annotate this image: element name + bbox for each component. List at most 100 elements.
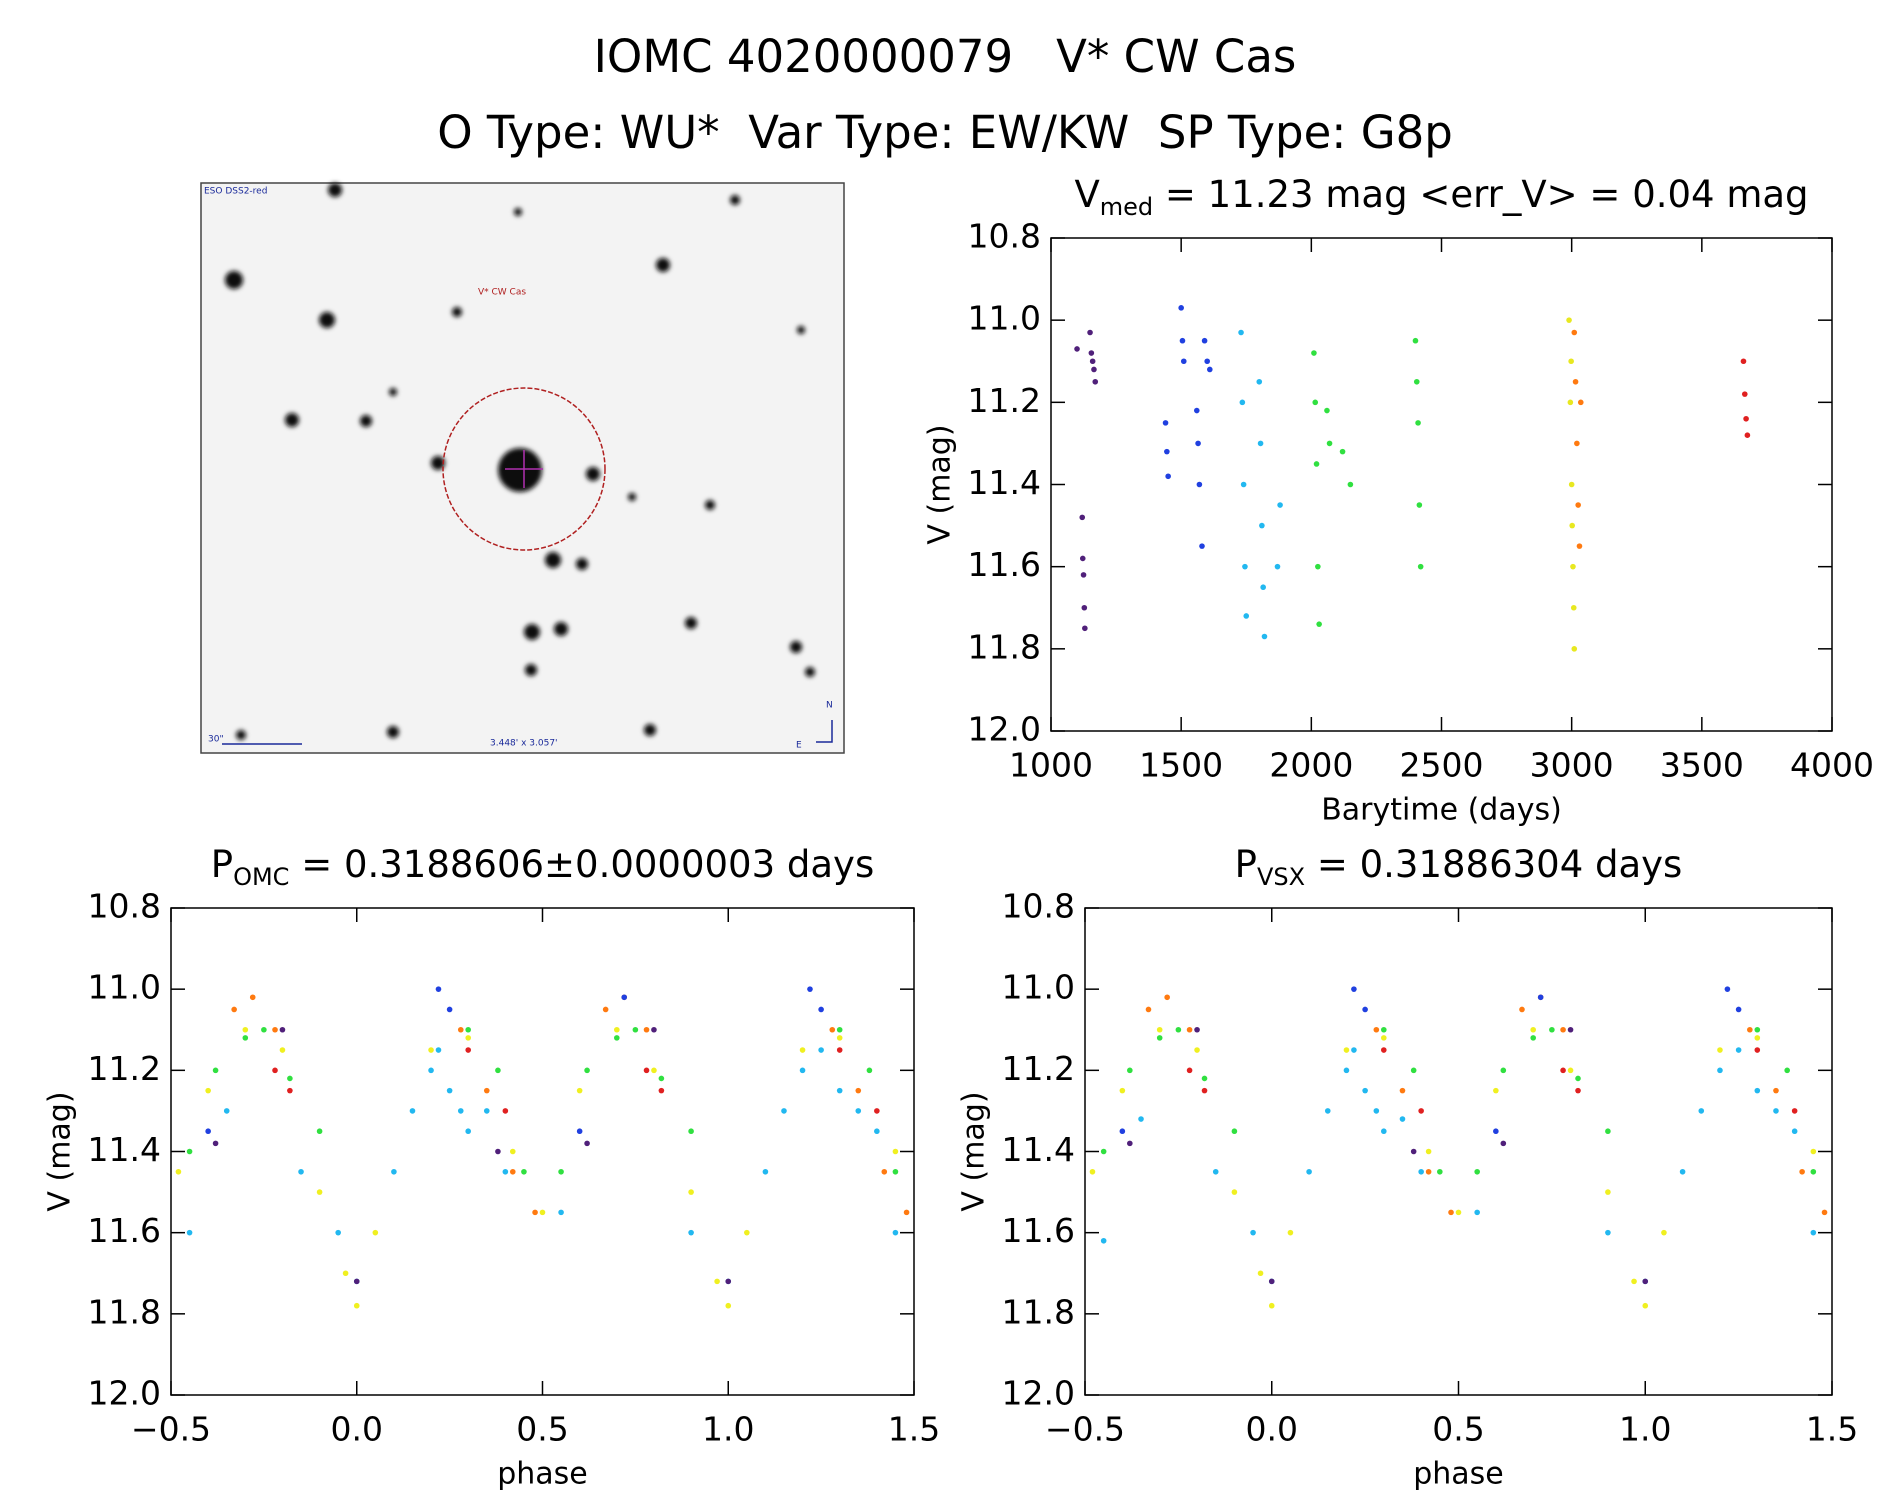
data-point [903, 1209, 910, 1216]
y-tick-label: 11.8 [88, 1292, 161, 1331]
x-axis-label: Barytime (days) [1321, 793, 1562, 828]
data-point [1417, 563, 1424, 570]
data-point [1791, 1128, 1798, 1135]
data-point [428, 1047, 434, 1053]
data-point [1315, 563, 1321, 570]
data-point [1399, 1116, 1406, 1122]
data-point [1156, 1026, 1163, 1033]
data-point [1717, 1047, 1723, 1053]
x-axis-label: phase [497, 1457, 588, 1492]
data-point [446, 1087, 453, 1094]
data-point [483, 1108, 490, 1114]
data-point [836, 1035, 843, 1041]
data-point [602, 1006, 609, 1013]
data-point [1180, 358, 1187, 365]
data-point [1399, 1087, 1406, 1094]
data-point [892, 1168, 899, 1175]
data-point [651, 1067, 657, 1074]
data-point [1079, 514, 1086, 521]
data-point [1074, 346, 1080, 352]
data-point [457, 1108, 464, 1114]
title-subscript: med [1100, 193, 1153, 221]
y-tick-label: 10.8 [88, 887, 161, 926]
y-tick-label: 11.8 [1002, 1292, 1075, 1331]
data-point [1418, 1168, 1424, 1175]
data-point [1381, 1047, 1387, 1053]
title-subscript: OMC [233, 863, 289, 891]
stars [225, 183, 815, 740]
data-point [558, 1209, 564, 1216]
data-point [1287, 1229, 1294, 1236]
data-point [1570, 563, 1576, 570]
data-point [1448, 1209, 1454, 1216]
x-tick-label: 2000 [1269, 746, 1353, 785]
east-label: E [796, 741, 802, 751]
data-point [502, 1108, 509, 1114]
data-point [1373, 1108, 1380, 1114]
data-point [1145, 1006, 1152, 1013]
data-point [1156, 1035, 1163, 1041]
data-point [576, 1128, 583, 1135]
data-point [1268, 1302, 1275, 1309]
data-point [1560, 1026, 1566, 1033]
data-point [1260, 584, 1266, 591]
data-point [242, 1035, 249, 1041]
data-point [807, 986, 813, 992]
data-point [1661, 1229, 1667, 1236]
data-point [762, 1168, 769, 1175]
data-point [1570, 604, 1577, 611]
y-tick-label: 11.6 [88, 1211, 161, 1250]
data-point [465, 1047, 472, 1053]
data-point [1080, 572, 1087, 578]
data-point [1089, 358, 1096, 365]
data-point [643, 1067, 650, 1074]
data-point [1259, 522, 1265, 529]
data-point [1127, 1067, 1133, 1074]
data-point [1362, 1087, 1368, 1094]
data-point [688, 1128, 694, 1135]
y-tick-label: 10.8 [968, 217, 1041, 256]
data-point [212, 1067, 219, 1074]
data-point [614, 1026, 620, 1033]
data-point [1175, 1026, 1182, 1033]
data-point [521, 1168, 527, 1175]
data-point [1088, 350, 1095, 356]
data-point [372, 1229, 379, 1236]
y-tick-label: 11.6 [1002, 1211, 1075, 1250]
data-point [279, 1047, 286, 1053]
data-point [651, 1026, 657, 1033]
survey-label: ESO DSS2-red [204, 187, 267, 197]
data-point [1239, 399, 1246, 406]
data-point [465, 1128, 472, 1135]
data-point [1773, 1087, 1779, 1094]
title-symbol: P [1235, 843, 1257, 886]
chart-title: Vmed = 11.23 mag <err_V> = 0.04 mag [1074, 173, 1808, 222]
data-point [688, 1189, 694, 1195]
data-point [1351, 1047, 1357, 1053]
data-point [1810, 1229, 1817, 1236]
data-point [1567, 399, 1574, 406]
data-point [1306, 1168, 1312, 1175]
data-point [1605, 1128, 1611, 1135]
y-tick-label: 11.2 [1002, 1049, 1075, 1088]
data-point [1568, 481, 1575, 488]
data-point [1735, 1047, 1742, 1053]
finder-image: ESO DSS2-red V* CW Cas 30" 3.448' x 3.05… [200, 182, 845, 754]
data-point [1274, 563, 1281, 570]
x-tick-label: 0.5 [516, 1410, 568, 1449]
data-point [212, 1140, 219, 1147]
data-point [1568, 358, 1574, 365]
x-tick-label: 3500 [1660, 746, 1744, 785]
data-point [1343, 1067, 1350, 1074]
y-tick-label: 12.0 [1002, 1374, 1075, 1413]
data-point [1754, 1026, 1761, 1033]
x-tick-label: 4000 [1790, 746, 1874, 785]
data-point [1569, 522, 1575, 529]
data-point [242, 1026, 249, 1033]
data-point [1316, 621, 1322, 627]
data-point [1381, 1035, 1387, 1041]
data-point [1326, 440, 1333, 447]
x-tick-label: 1.0 [702, 1410, 754, 1449]
data-point [532, 1209, 538, 1216]
data-point [1082, 625, 1088, 632]
